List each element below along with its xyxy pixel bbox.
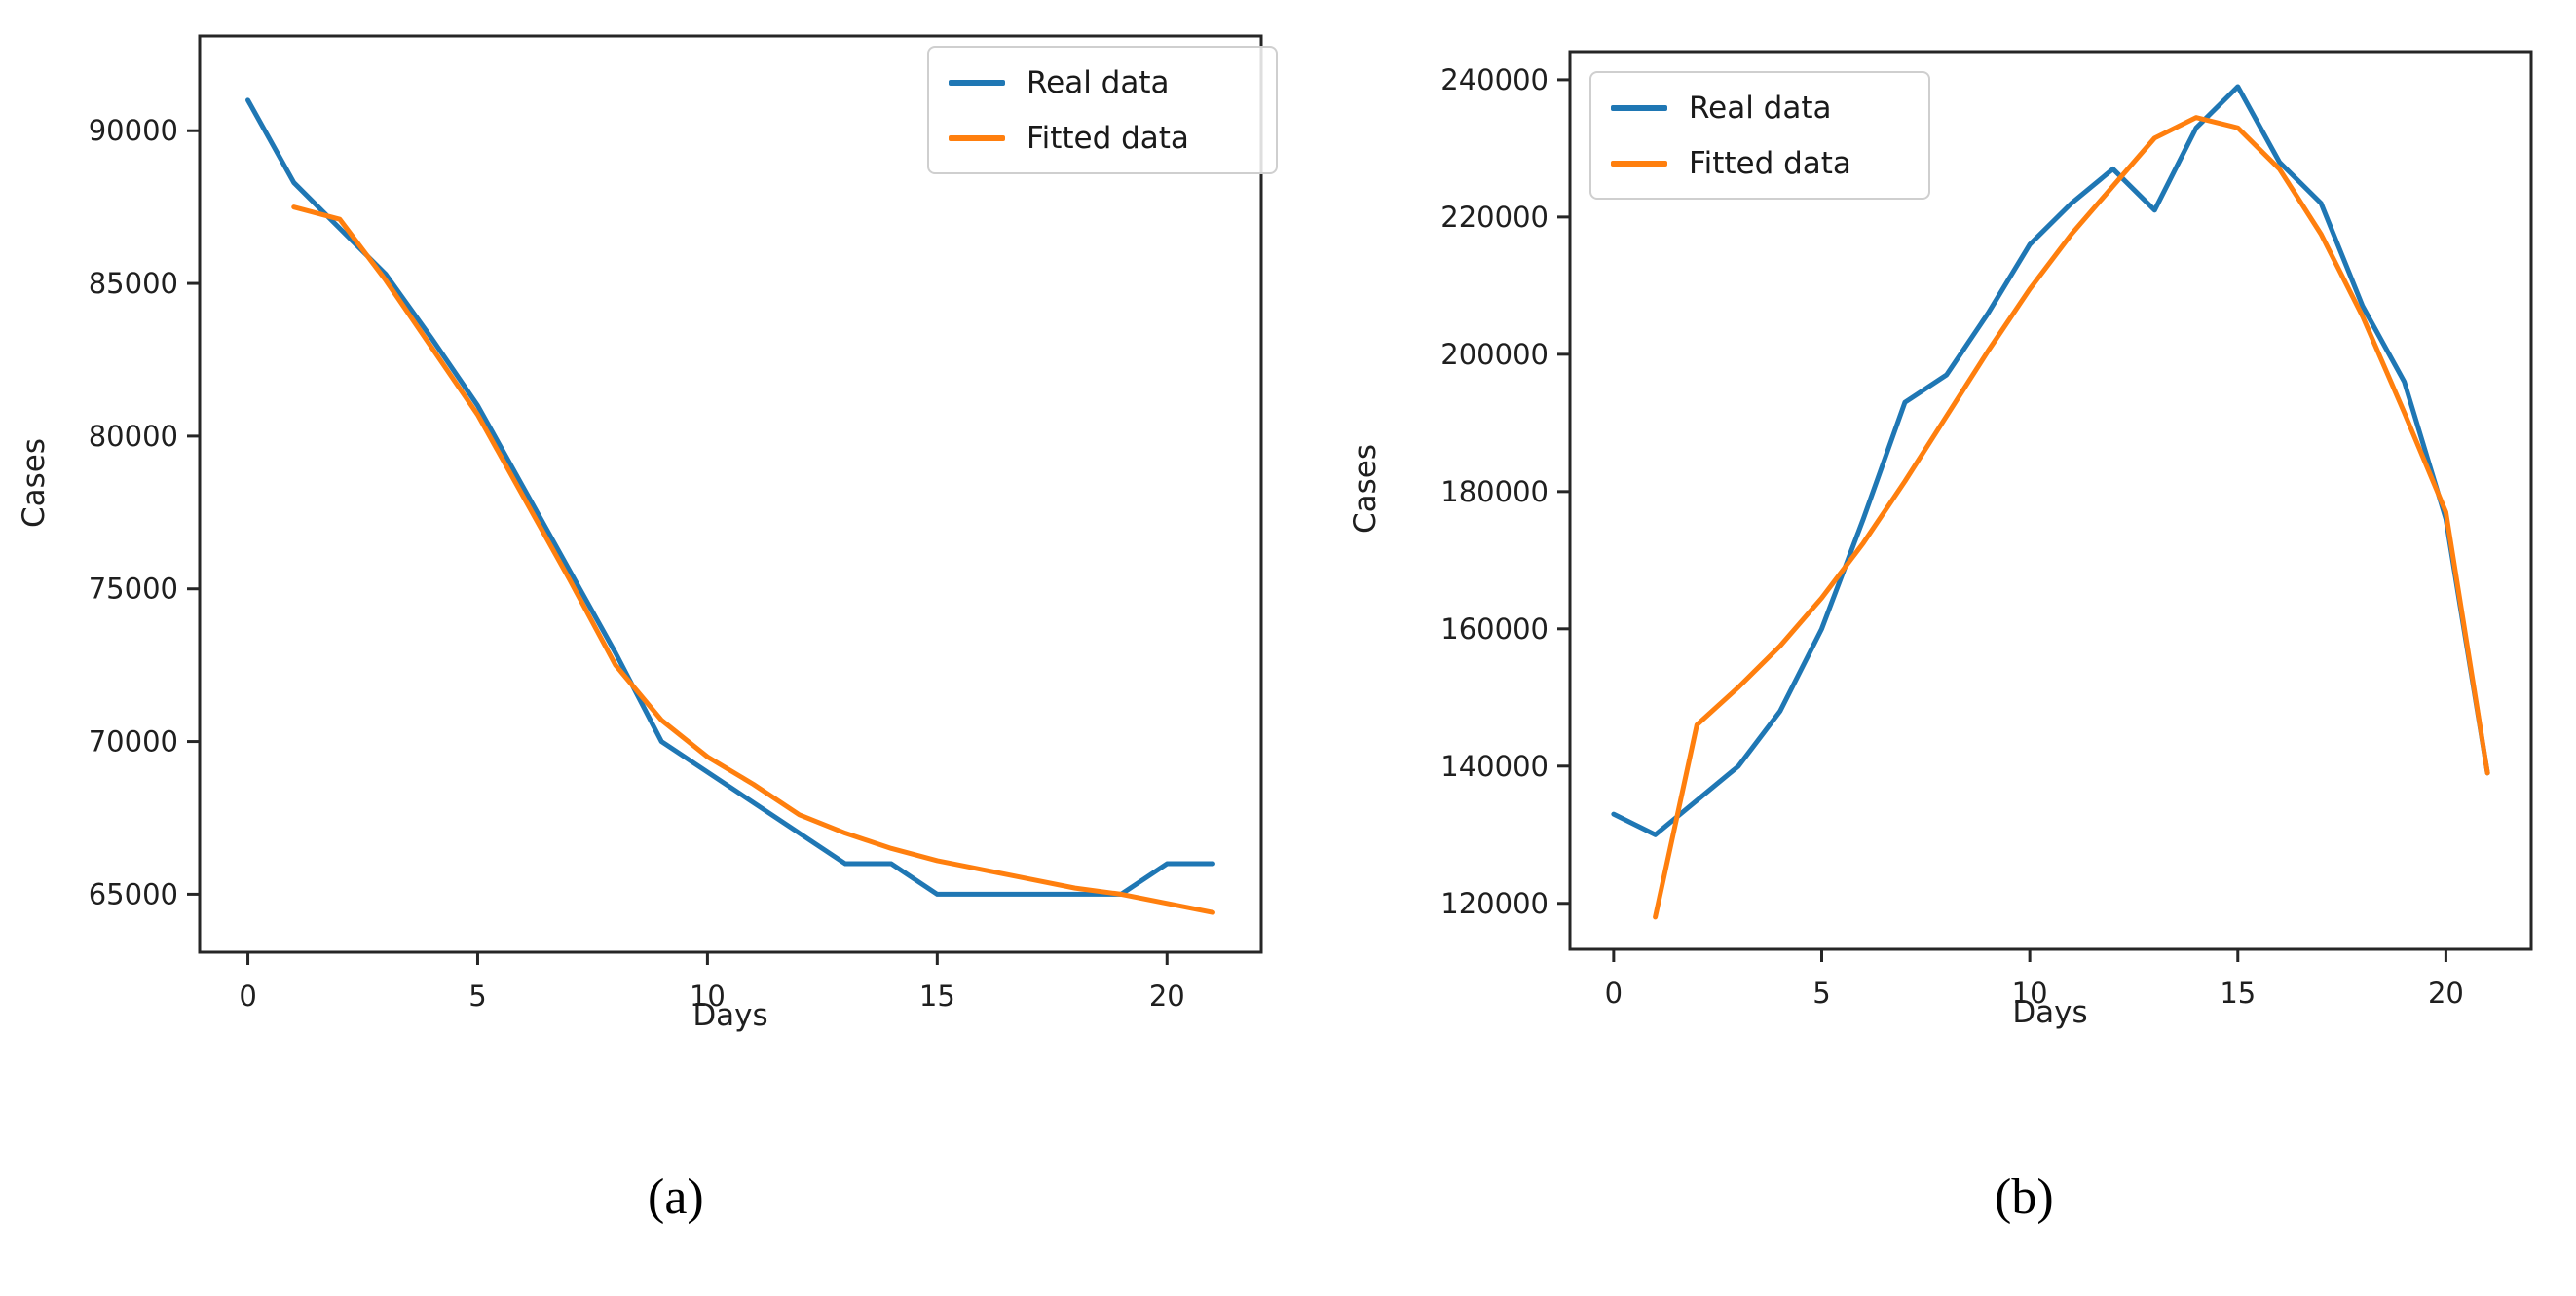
y-tick-label: 180000	[1440, 475, 1549, 508]
real-data-line-swatch	[949, 79, 1005, 86]
fitted-data-line	[291, 204, 1215, 915]
chart-b-y-axis-label: Cases	[1348, 443, 1383, 535]
y-tick-label: 240000	[1440, 63, 1549, 96]
y-tick-label: 200000	[1440, 338, 1549, 371]
x-tick-label: 15	[2220, 977, 2256, 1010]
y-tick-label: 220000	[1440, 201, 1549, 234]
legend-item-fitted-data: Fitted data	[949, 121, 1251, 156]
chart-a-y-axis-label: Cases	[17, 437, 52, 529]
fitted-data-line-swatch	[1611, 160, 1667, 167]
x-tick-label: 10	[690, 980, 726, 1013]
real-data-line	[245, 97, 1215, 897]
legend-item-real-data: Real data	[1611, 91, 1903, 126]
legend-item-fitted-data: Fitted data	[1611, 146, 1903, 181]
y-tick-label: 160000	[1440, 612, 1549, 646]
y-tick-label: 90000	[89, 114, 178, 147]
fitted-data-line-swatch	[949, 134, 1005, 141]
x-tick-label: 20	[2428, 977, 2464, 1010]
y-tick-label: 140000	[1440, 750, 1549, 783]
y-tick-label: 65000	[89, 877, 178, 910]
x-tick-label: 0	[1605, 977, 1623, 1010]
x-tick-label: 10	[2012, 977, 2048, 1010]
y-tick-label: 120000	[1440, 887, 1549, 920]
y-tick-label: 80000	[89, 420, 178, 453]
x-tick-label: 15	[919, 980, 955, 1013]
real-data-line	[1611, 84, 2490, 837]
x-tick-label: 5	[468, 980, 486, 1013]
plot-frame	[198, 34, 1263, 954]
y-tick-label: 70000	[89, 725, 178, 759]
real-data-line-swatch	[1611, 104, 1667, 111]
y-tick-label: 85000	[89, 267, 178, 300]
legend-label: Real data	[1689, 90, 1832, 126]
legend-label: Fitted data	[1689, 145, 1851, 181]
caption-a: (a)	[648, 1169, 704, 1225]
legend-label: Real data	[1027, 64, 1170, 100]
chart-b-legend: Real data Fitted data	[1589, 71, 1930, 200]
chart-a-x-axis-label: Days	[692, 998, 768, 1033]
chart-a-legend: Real data Fitted data	[927, 46, 1278, 174]
x-tick-label: 20	[1149, 980, 1185, 1013]
plot-frame	[1568, 50, 2533, 951]
x-tick-label: 5	[1812, 977, 1830, 1010]
fitted-data-line	[1653, 115, 2490, 920]
caption-b: (b)	[1995, 1169, 2054, 1225]
y-tick-label: 75000	[89, 573, 178, 606]
chart-b-x-axis-label: Days	[2012, 995, 2088, 1030]
legend-item-real-data: Real data	[949, 65, 1251, 100]
legend-label: Fitted data	[1027, 120, 1189, 156]
x-tick-label: 0	[239, 980, 256, 1013]
